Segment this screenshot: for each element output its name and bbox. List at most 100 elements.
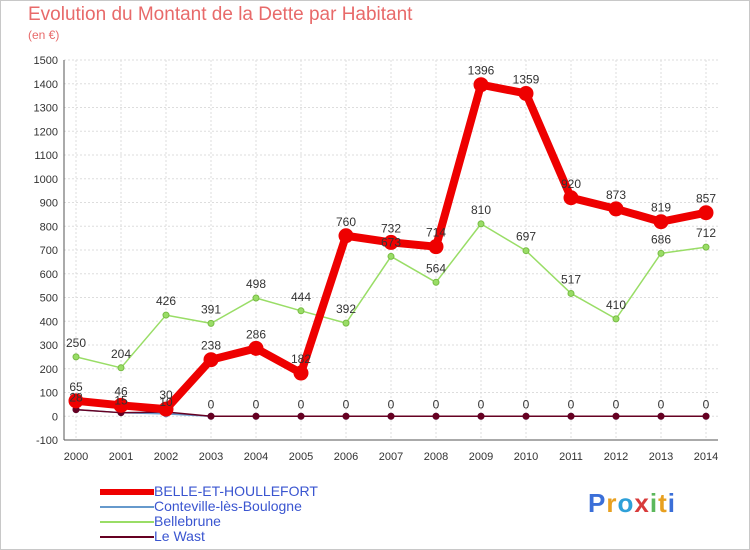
- data-point: [522, 247, 530, 255]
- data-point: [252, 294, 260, 302]
- x-tick-label: 2012: [604, 451, 628, 463]
- data-label: 0: [658, 397, 665, 411]
- x-tick-label: 2005: [289, 451, 313, 463]
- data-label: 0: [613, 397, 620, 411]
- data-label: 1359: [513, 72, 540, 86]
- y-tick-label: 900: [40, 198, 58, 210]
- y-tick-label: 1500: [34, 55, 58, 67]
- data-label: 673: [381, 235, 401, 249]
- y-tick-label: 0: [52, 411, 58, 423]
- data-point: [248, 340, 264, 356]
- data-label: 819: [651, 201, 671, 215]
- data-label: 714: [426, 226, 446, 240]
- legend-label: Le Wast: [154, 528, 205, 544]
- data-label: 760: [336, 215, 356, 229]
- axis-layer: -100010020030040050060070080090010001100…: [34, 55, 719, 463]
- data-point: [297, 307, 305, 315]
- legend-label: Bellebrune: [154, 513, 221, 529]
- data-label: 30: [159, 388, 173, 402]
- data-label: 712: [696, 226, 716, 240]
- data-label: 10: [159, 395, 173, 409]
- data-point: [207, 319, 215, 327]
- x-tick-label: 2014: [694, 451, 718, 463]
- y-tick-label: 800: [40, 221, 58, 233]
- data-label: 686: [651, 232, 671, 246]
- data-label: 46: [114, 384, 128, 398]
- data-label: 0: [523, 397, 530, 411]
- data-point: [68, 393, 84, 409]
- data-label: 498: [246, 277, 266, 291]
- data-label: 810: [471, 203, 491, 217]
- data-point: [612, 315, 620, 323]
- x-tick-label: 2008: [424, 451, 448, 463]
- series-layer: [68, 77, 714, 420]
- x-tick-label: 2000: [64, 451, 88, 463]
- data-point: [428, 239, 444, 255]
- data-point: [608, 201, 624, 217]
- y-tick-label: 1200: [34, 126, 58, 138]
- data-point: [158, 401, 174, 417]
- y-tick-label: 1000: [34, 174, 58, 186]
- data-label: 732: [381, 221, 401, 235]
- data-point: [117, 364, 125, 372]
- data-point: [522, 412, 530, 420]
- data-point: [252, 412, 260, 420]
- data-point: [387, 412, 395, 420]
- proxiti-logo: Proxiti: [588, 488, 676, 518]
- data-point: [432, 412, 440, 420]
- data-label: 0: [208, 397, 215, 411]
- legend-swatch-conteville: [100, 506, 154, 508]
- data-point: [473, 77, 489, 93]
- data-point: [653, 214, 669, 230]
- data-label: 426: [156, 294, 176, 308]
- x-tick-label: 2013: [649, 451, 673, 463]
- data-label: 857: [696, 192, 716, 206]
- data-point: [477, 220, 485, 228]
- x-tick-label: 2006: [334, 451, 358, 463]
- legend-label: BELLE-ET-HOULLEFORT: [154, 483, 318, 499]
- data-label: 0: [703, 397, 710, 411]
- data-point: [297, 412, 305, 420]
- y-tick-label: 300: [40, 340, 58, 352]
- x-tick-label: 2002: [154, 451, 178, 463]
- data-label: 0: [568, 397, 575, 411]
- x-tick-label: 2003: [199, 451, 223, 463]
- data-point: [477, 412, 485, 420]
- data-label: 391: [201, 302, 221, 316]
- data-label: 286: [246, 327, 266, 341]
- data-point: [72, 353, 80, 361]
- legend-swatch-le-wast: [100, 536, 154, 538]
- data-point: [342, 412, 350, 420]
- data-label: 564: [426, 261, 446, 275]
- data-label-layer: 250 204 426 391 498 444 392 673 564 810 697 517 410 6…: [66, 64, 716, 412]
- x-tick-label: 2011: [559, 451, 583, 463]
- grid-layer: [64, 59, 718, 441]
- data-label: 65: [69, 380, 83, 394]
- data-label: 1396: [468, 64, 495, 78]
- data-label: 392: [336, 302, 356, 316]
- data-label: 0: [343, 397, 350, 411]
- data-point: [657, 412, 665, 420]
- x-tick-label: 2001: [109, 451, 133, 463]
- data-point: [162, 311, 170, 319]
- legend-swatch-belle-et-houllefort: [100, 489, 154, 495]
- y-tick-label: 100: [40, 388, 58, 400]
- y-tick-label: 200: [40, 364, 58, 376]
- data-point: [657, 249, 665, 257]
- data-point: [518, 85, 534, 101]
- data-point: [113, 397, 129, 413]
- data-point: [207, 412, 215, 420]
- data-point: [563, 190, 579, 206]
- x-tick-label: 2010: [514, 451, 538, 463]
- data-label: 250: [66, 336, 86, 350]
- data-label: 444: [291, 290, 311, 304]
- data-point: [387, 252, 395, 260]
- y-tick-label: 1100: [34, 150, 58, 162]
- data-label: 873: [606, 188, 626, 202]
- data-label: 182: [291, 352, 311, 366]
- data-point: [383, 234, 399, 250]
- data-label: 0: [433, 397, 440, 411]
- data-point: [702, 243, 710, 251]
- data-label: 0: [388, 397, 395, 411]
- y-tick-label: 400: [40, 316, 58, 328]
